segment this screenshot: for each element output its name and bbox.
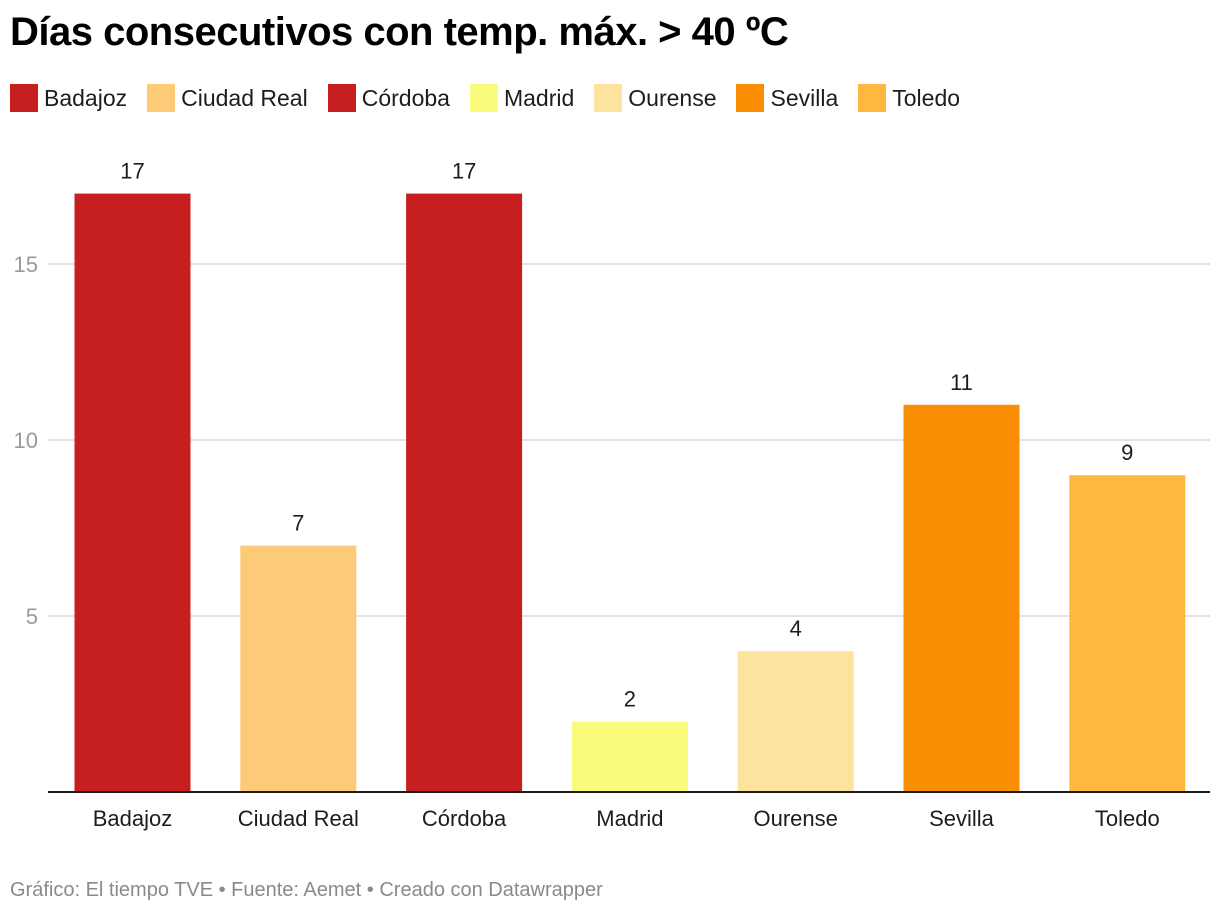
chart-title: Días consecutivos con temp. máx. > 40 ºC bbox=[10, 10, 789, 54]
x-tick-label: Córdoba bbox=[422, 806, 507, 831]
legend-item: Badajoz bbox=[10, 84, 127, 112]
bar-3 bbox=[571, 721, 688, 792]
legend-swatch bbox=[594, 84, 623, 112]
data-label: 11 bbox=[950, 370, 973, 395]
legend-item: Toledo bbox=[858, 84, 960, 112]
x-tick-label: Ourense bbox=[754, 806, 838, 831]
legend-label: Toledo bbox=[892, 84, 961, 111]
legend-swatch bbox=[327, 84, 356, 112]
bar-5 bbox=[903, 404, 1020, 792]
data-label: 2 bbox=[624, 687, 636, 712]
y-tick-label: 5 bbox=[26, 604, 38, 629]
y-tick-label: 10 bbox=[14, 428, 38, 453]
legend-swatch bbox=[736, 84, 765, 112]
bar-0 bbox=[74, 193, 191, 793]
legend-swatch bbox=[10, 84, 38, 112]
legend-label: Badajoz bbox=[44, 84, 128, 111]
legend-item: Madrid bbox=[469, 84, 575, 112]
y-tick-label: 15 bbox=[14, 252, 38, 277]
x-tick-label: Badajoz bbox=[93, 806, 173, 831]
bar-1 bbox=[240, 545, 357, 792]
legend-item: Córdoba bbox=[327, 84, 450, 112]
data-label: 17 bbox=[120, 159, 144, 184]
legend-item: Sevilla bbox=[736, 84, 838, 112]
bar-6 bbox=[1069, 475, 1186, 792]
data-label: 9 bbox=[1121, 440, 1133, 465]
legend-label: Córdoba bbox=[361, 84, 450, 111]
legend-label: Ciudad Real bbox=[181, 84, 308, 111]
legend: Badajoz Ciudad Real Córdoba Madrid Ourense Se… bbox=[10, 84, 980, 112]
x-tick-label: Ciudad Real bbox=[238, 806, 359, 831]
legend-item: Ourense bbox=[594, 84, 716, 112]
legend-label: Ourense bbox=[628, 84, 717, 111]
data-label: 17 bbox=[452, 159, 476, 184]
legend-swatch bbox=[147, 84, 176, 112]
bar-2 bbox=[406, 193, 523, 793]
legend-item: Ciudad Real bbox=[147, 84, 308, 112]
x-tick-label: Madrid bbox=[596, 806, 663, 831]
x-tick-label: Toledo bbox=[1095, 806, 1160, 831]
x-tick-label: Sevilla bbox=[929, 806, 995, 831]
data-label: 4 bbox=[790, 616, 802, 641]
legend-swatch bbox=[469, 84, 498, 112]
bar-4 bbox=[737, 651, 854, 792]
legend-swatch bbox=[858, 84, 887, 112]
data-label: 7 bbox=[292, 511, 304, 536]
chart-footer: Gráfico: El tiempo TVE • Fuente: Aemet •… bbox=[10, 879, 603, 901]
legend-label: Sevilla bbox=[770, 84, 839, 111]
legend-label: Madrid bbox=[503, 84, 575, 111]
